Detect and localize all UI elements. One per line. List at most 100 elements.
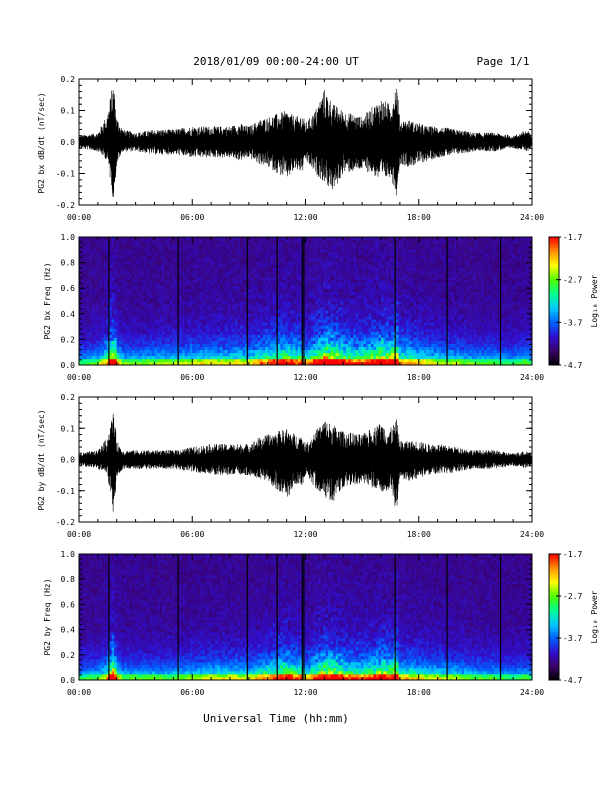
spectrogram-cell <box>162 267 165 271</box>
spectrogram-cell <box>89 291 92 296</box>
bx-dbdt-panel: 00:00 06:00 12:00 18:00 24:000.20.10.0-0.1-0… <box>37 75 544 222</box>
spectrogram-cell <box>247 249 251 253</box>
spectrogram-cell <box>182 297 185 302</box>
spectrogram-cell <box>252 279 256 284</box>
spectrogram-cell <box>146 352 150 357</box>
spectrogram-cell <box>315 319 319 323</box>
spectrogram-cell <box>214 334 218 338</box>
spectrogram-cell <box>338 285 342 290</box>
spectrogram-cell <box>348 319 352 323</box>
spectrogram-cell <box>230 340 233 344</box>
spectrogram-cell <box>222 349 226 354</box>
spectrogram-cell <box>136 349 140 354</box>
spectrogram-cell <box>358 276 362 280</box>
spectrogram-cell <box>197 279 201 284</box>
spectrogram-cell <box>338 316 342 320</box>
spectrogram-cell <box>162 279 165 284</box>
spectrogram-cell <box>146 291 150 296</box>
spectrogram-cell <box>154 313 158 317</box>
spectrogram-cell <box>358 352 362 357</box>
spectrogram-cell <box>237 279 241 284</box>
spectrogram-cell <box>194 297 198 302</box>
spectrogram-cell <box>204 307 208 311</box>
spectrogram-cell <box>310 343 314 348</box>
spectrogram-cell <box>131 270 135 274</box>
spectrogram-cell <box>94 240 97 244</box>
spectrogram-cell <box>219 237 223 241</box>
spectrogram-cell <box>141 294 145 299</box>
spectrogram-cell <box>89 255 92 259</box>
spectrogram-cell <box>146 276 150 280</box>
spectrogram-cell <box>330 301 334 305</box>
spectrogram-cell <box>124 279 128 284</box>
spectrogram-cell <box>260 313 264 317</box>
spectrogram-cell <box>247 252 251 256</box>
spectrogram-cell <box>106 322 110 326</box>
spectrogram-cell <box>348 273 352 277</box>
spectrogram-cell <box>305 361 309 366</box>
spectrogram-cell <box>86 291 90 296</box>
spectrogram-cell <box>323 313 326 317</box>
spectrogram-cell <box>119 316 123 320</box>
spectrogram-cell <box>146 237 150 241</box>
spectrogram-cell <box>101 297 105 302</box>
spectrogram-cell <box>308 337 311 341</box>
spectrogram-cell <box>119 288 123 293</box>
spectrogram-cell <box>224 249 228 253</box>
spectrogram-cell <box>157 358 160 363</box>
spectrogram-cell <box>338 267 342 271</box>
spectrogram-cell <box>240 343 243 348</box>
spectrogram-cell <box>99 249 102 253</box>
spectrogram-cell <box>323 285 326 290</box>
spectrogram-cell <box>202 288 206 293</box>
spectrogram-cell <box>134 358 138 363</box>
spectrogram-cell <box>189 237 193 241</box>
spectrogram-cell <box>330 325 334 329</box>
spectrogram-cell <box>338 304 342 308</box>
spectrogram-cell <box>219 252 223 256</box>
spectrogram-cell <box>189 340 193 344</box>
spectrogram-cell <box>104 361 107 366</box>
spectrogram-cell <box>96 352 100 357</box>
spectrogram-cell <box>94 246 97 250</box>
spectrogram-cell <box>330 346 334 351</box>
spectrogram-cell <box>222 355 226 360</box>
spectrogram-cell <box>159 307 163 311</box>
spectrogram-cell <box>79 361 82 366</box>
spectrogram-cell <box>114 361 118 366</box>
spectrogram-cell <box>154 291 158 296</box>
spectrogram-cell <box>91 316 95 320</box>
spectrogram-cell <box>129 264 133 268</box>
spectrogram-cell <box>247 343 251 348</box>
spectrogram-cell <box>209 267 213 271</box>
spectrogram-cell <box>212 346 216 351</box>
spectrogram-cell <box>101 301 105 305</box>
spectrogram-cell <box>109 261 113 265</box>
spectrogram-cell <box>255 276 258 280</box>
spectrogram-cell <box>368 240 372 244</box>
spectrogram-cell <box>250 313 253 317</box>
spectrogram-cell <box>96 319 100 323</box>
spectrogram-cell <box>134 307 138 311</box>
spectrogram-cell <box>227 337 231 341</box>
spectrogram-cell <box>365 322 369 326</box>
spectrogram-cell <box>172 279 175 284</box>
spectrogram-cell <box>365 301 369 305</box>
spectrogram-cell <box>81 346 85 351</box>
spectrogram-cell <box>169 297 173 302</box>
spectrogram-cell <box>116 358 120 363</box>
spectrogram-cell <box>255 334 258 338</box>
spectrogram-cell <box>179 331 183 335</box>
spectrogram-cell <box>81 279 85 284</box>
spectrogram-cell <box>355 325 359 329</box>
spectrogram-cell <box>313 255 316 259</box>
spectrogram-cell <box>209 240 213 244</box>
spectrogram-cell <box>353 261 357 265</box>
spectrogram-cell <box>318 334 321 338</box>
spectrogram-cell <box>149 328 153 332</box>
spectrogram-cell <box>169 352 173 357</box>
spectrogram-cell <box>345 243 349 247</box>
spectrogram-cell <box>179 282 183 287</box>
spectrogram-cell <box>290 322 294 326</box>
spectrogram-cell <box>305 252 309 256</box>
